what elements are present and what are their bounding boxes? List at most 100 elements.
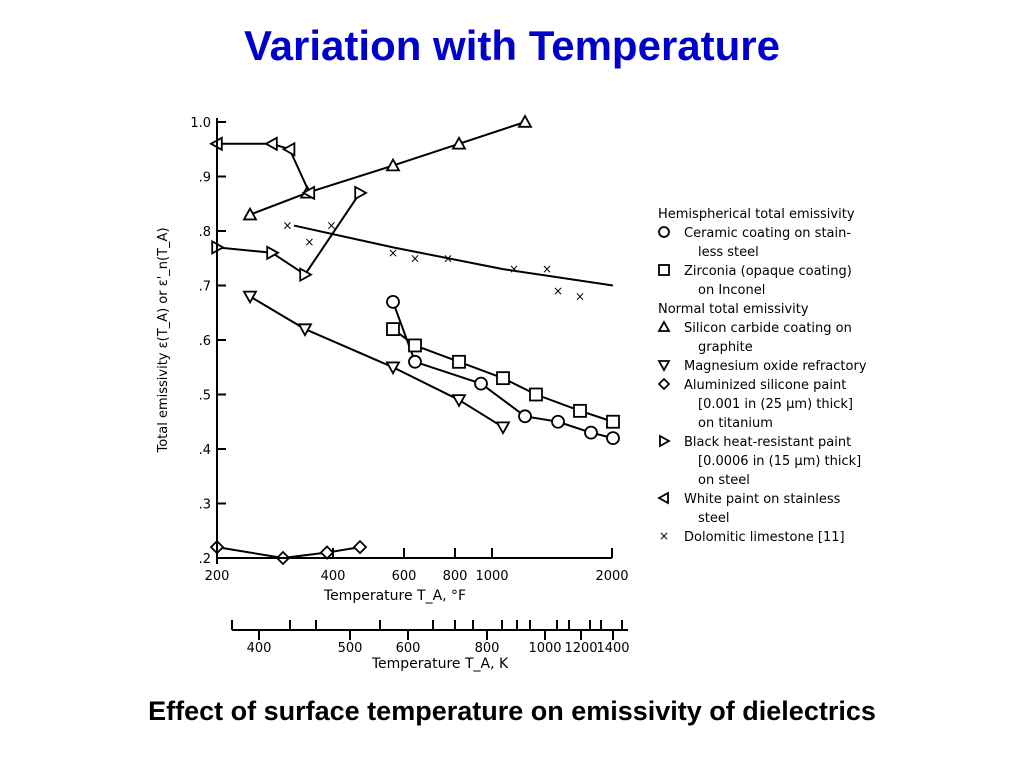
legend-entry-label: [0.001 in (25 μm) thick] [698, 397, 853, 412]
series-diamond [209, 539, 368, 566]
x-marker: × [388, 246, 398, 260]
x-tick-label-k: 1200 [564, 641, 597, 656]
x-marker: × [443, 251, 453, 265]
x-tick-label-k: 600 [396, 641, 421, 656]
x-tick-label-f: 800 [443, 569, 468, 584]
series-triangle-left [209, 136, 316, 201]
legend-entry-label: Ceramic coating on stain- [684, 226, 851, 241]
circle-marker [518, 409, 532, 424]
y-tick-label: .3 [199, 498, 211, 513]
x-tick-label-f: 200 [205, 569, 230, 584]
x-marker: × [304, 235, 314, 249]
legend-header: Normal total emissivity [658, 302, 809, 317]
triangle-down-marker [385, 361, 401, 376]
triangle-right-marker [266, 245, 280, 261]
y-tick-label: .6 [199, 334, 211, 349]
triangle-up-marker [242, 206, 258, 221]
triangle-right-marker [299, 267, 313, 283]
legend-header: Hemispherical total emissivity [658, 207, 855, 222]
x-axis-label-f: Temperature T_A, °F [323, 588, 466, 604]
y-tick-label: .4 [199, 443, 211, 458]
series-line [216, 546, 361, 559]
legend-entry-label: [0.0006 in (15 μm) thick] [698, 454, 861, 469]
y-tick-label: 1.0 [190, 116, 211, 131]
triangle-right-marker [354, 185, 368, 201]
x-tick-label-f: 600 [392, 569, 417, 584]
y-tick-label: .5 [199, 389, 211, 404]
x-tick-label-f: 1000 [475, 569, 508, 584]
x-marker: × [542, 262, 552, 276]
y-tick-label: .9 [199, 171, 211, 186]
x-marker: × [410, 251, 420, 265]
x-marker: × [659, 529, 669, 543]
triangle-left-marker [281, 141, 296, 157]
legend: Hemispherical total emissivity Ceramic co… [657, 207, 867, 545]
square-marker [496, 371, 510, 386]
x-tick-label-f: 400 [321, 569, 346, 584]
series-x: ×××× × ×× ×× × [282, 219, 614, 303]
y-tick-label: .8 [199, 225, 211, 240]
diamond-marker [352, 539, 368, 555]
triangle-down-marker [297, 323, 313, 337]
square-marker [529, 387, 543, 402]
legend-entry-label: on Inconel [698, 283, 765, 298]
legend-entry-label: on steel [698, 473, 750, 488]
x-axis-label-k: Temperature T_A, K [371, 656, 509, 672]
square-marker [606, 414, 620, 429]
x-marker: × [575, 289, 585, 303]
circle-marker [408, 354, 422, 369]
triangle-left-marker [657, 491, 669, 505]
x-tick-label-k: 1000 [528, 641, 561, 656]
circle-marker [606, 431, 620, 446]
legend-entry-label: Dolomitic limestone [11] [684, 530, 845, 545]
x-tick-label-k: 800 [475, 641, 500, 656]
x-tick-label-k: 500 [338, 641, 363, 656]
triangle-up-marker [517, 114, 533, 128]
series-triangle-right [211, 185, 368, 283]
x-tick-label-f: 2000 [595, 569, 628, 584]
triangle-down-marker [451, 394, 467, 408]
triangle-left-marker [264, 136, 278, 152]
circle-marker [584, 425, 598, 440]
square-marker [408, 338, 422, 353]
triangle-down-marker [242, 290, 258, 305]
triangle-down-marker [657, 360, 671, 372]
square-marker [386, 322, 400, 337]
square-marker [452, 354, 466, 369]
series-line [216, 192, 361, 276]
circle-marker [658, 226, 670, 238]
y-tick-label: .7 [199, 280, 211, 295]
square-marker [573, 403, 587, 418]
x-tick-label-k: 1400 [596, 641, 629, 656]
circle-marker [386, 294, 400, 309]
y-tick-label: .2 [199, 552, 211, 567]
legend-entry-label: Magnesium oxide refractory [684, 359, 867, 374]
series-line [217, 142, 311, 194]
square-marker [658, 264, 670, 276]
diamond-marker [319, 545, 335, 560]
triangle-up-marker [451, 135, 467, 150]
slide-title: Variation with Temperature [243, 22, 780, 69]
series-circle [386, 294, 620, 446]
legend-entry-label: Black heat-resistant paint [684, 435, 851, 450]
diamond-marker [657, 377, 671, 391]
axes: 1.0 .9 .8 .7 .6 .5 .4 .3 .2 Total emissivity ε(T_… [156, 116, 630, 672]
legend-entry-label: graphite [698, 340, 753, 355]
x-marker: × [326, 219, 336, 233]
x-marker: × [282, 219, 292, 233]
triangle-up-marker [657, 320, 671, 332]
legend-entry-label: Aluminized silicone paint [684, 378, 846, 393]
triangle-right-marker [659, 434, 671, 448]
y-axis-label: Total emissivity ε(T_A) or ε'_n(T_A) [156, 227, 171, 453]
legend-entry-label: on titanium [698, 416, 773, 431]
circle-marker [474, 376, 488, 391]
x-marker: × [509, 262, 519, 276]
legend-entry-label: Zirconia (opaque coating) [684, 264, 852, 279]
legend-entry-label: less steel [698, 245, 759, 260]
x-marker: × [553, 284, 563, 298]
series-square [386, 322, 620, 429]
slide-caption: Effect of surface temperature on emissiv… [148, 696, 876, 726]
legend-entry-label: Silicon carbide coating on [684, 321, 852, 336]
series-line [293, 224, 614, 287]
